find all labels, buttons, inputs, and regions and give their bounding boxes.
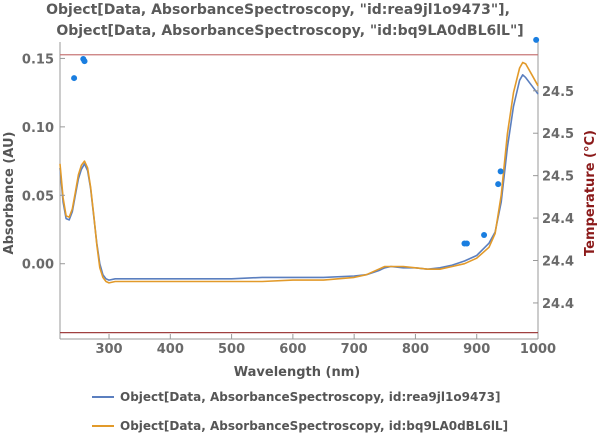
x-axis-ticks: 300 400 500 600 700 800 900 1000 bbox=[95, 334, 556, 357]
legend-swatch-series-1 bbox=[92, 396, 114, 398]
y-axis-label: Absorbance (AU) bbox=[2, 132, 17, 255]
series-line-1 bbox=[59, 74, 539, 281]
temperature-point bbox=[71, 75, 78, 82]
temperature-point bbox=[81, 58, 88, 65]
x-tick-label: 400 bbox=[157, 342, 184, 357]
temperature-point bbox=[481, 232, 488, 239]
y-tick-label: 0.05 bbox=[22, 189, 54, 204]
x-tick-label: 600 bbox=[279, 342, 306, 357]
chart-title-line-1: Object[Data, AbsorbanceSpectroscopy, "id… bbox=[46, 2, 510, 18]
y-tick-label: 0.10 bbox=[22, 121, 54, 136]
y2-tick-label: 24.4 bbox=[542, 255, 574, 270]
temperature-point bbox=[497, 168, 504, 175]
legend-item-series-1: Object[Data, AbsorbanceSpectroscopy, id:… bbox=[92, 389, 500, 405]
x-tick-label: 300 bbox=[95, 342, 122, 357]
y2-axis-label: Temperature (°C) bbox=[583, 130, 598, 256]
y2-axis-ticks: 24.4 24.4 24.4 24.5 24.5 24.5 bbox=[533, 85, 574, 312]
x-axis-label: Wavelength (nm) bbox=[234, 365, 360, 380]
y2-tick-label: 24.5 bbox=[542, 127, 574, 142]
y-axis-ticks: 0.00 0.05 0.10 0.15 bbox=[22, 52, 65, 273]
series-lines bbox=[59, 61, 539, 284]
temperature-point bbox=[495, 181, 502, 188]
legend-swatch-series-2 bbox=[92, 425, 114, 427]
x-tick-label: 800 bbox=[402, 342, 429, 357]
reference-lines bbox=[60, 54, 538, 334]
y2-tick-label: 24.4 bbox=[542, 297, 574, 312]
legend-label-series-2: Object[Data, AbsorbanceSpectroscopy, id:… bbox=[120, 419, 509, 433]
temperature-point bbox=[533, 36, 540, 43]
x-tick-label: 700 bbox=[341, 342, 368, 357]
temperature-points bbox=[71, 36, 540, 247]
x-tick-label: 900 bbox=[463, 342, 490, 357]
chart-title-line-2: Object[Data, AbsorbanceSpectroscopy, "id… bbox=[56, 23, 524, 39]
legend-item-series-2: Object[Data, AbsorbanceSpectroscopy, id:… bbox=[92, 418, 508, 434]
y2-tick-label: 24.4 bbox=[542, 212, 574, 227]
legend-label-series-1: Object[Data, AbsorbanceSpectroscopy, id:… bbox=[120, 390, 501, 404]
y-tick-label: 0.00 bbox=[22, 258, 54, 273]
plot-frame bbox=[59, 42, 539, 340]
x-tick-label: 500 bbox=[218, 342, 245, 357]
x-tick-label: 1000 bbox=[520, 342, 556, 357]
y2-tick-label: 24.5 bbox=[542, 85, 574, 100]
temperature-point bbox=[463, 240, 470, 247]
y2-tick-label: 24.5 bbox=[542, 170, 574, 185]
series-line-2 bbox=[59, 61, 539, 284]
y-tick-label: 0.15 bbox=[22, 52, 54, 67]
